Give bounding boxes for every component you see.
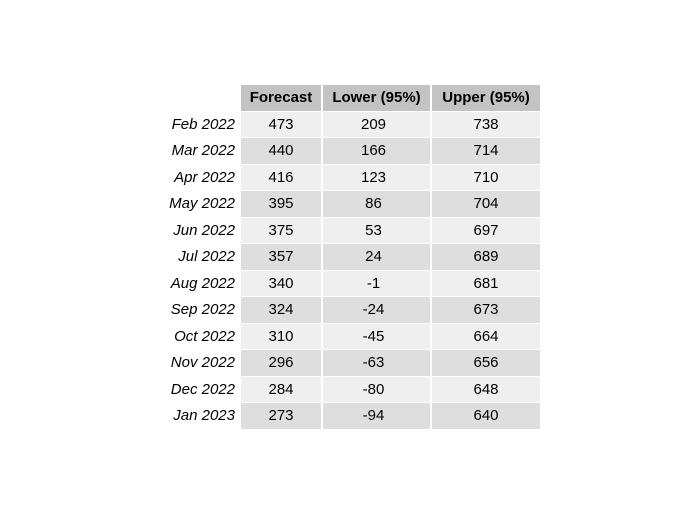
cell-forecast: 375 — [241, 217, 323, 244]
cell-upper: 648 — [432, 376, 540, 403]
table-row: May 2022 395 86 704 — [163, 191, 540, 218]
cell-forecast: 416 — [241, 164, 323, 191]
cell-lower: -1 — [323, 270, 432, 297]
cell-forecast: 296 — [241, 350, 323, 377]
table-row: Aug 2022 340 -1 681 — [163, 270, 540, 297]
cell-upper: 704 — [432, 191, 540, 218]
column-header-lower: Lower (95%) — [323, 85, 432, 112]
table-row: Jun 2022 375 53 697 — [163, 217, 540, 244]
cell-upper: 714 — [432, 138, 540, 165]
table-row: Oct 2022 310 -45 664 — [163, 323, 540, 350]
cell-forecast: 440 — [241, 138, 323, 165]
cell-forecast: 340 — [241, 270, 323, 297]
row-label: Jul 2022 — [163, 244, 241, 271]
cell-lower: -45 — [323, 323, 432, 350]
table-row: Feb 2022 473 209 738 — [163, 111, 540, 138]
forecast-table: Forecast Lower (95%) Upper (95%) Feb 202… — [163, 85, 540, 430]
row-label: Jan 2023 — [163, 403, 241, 430]
table-body: Feb 2022 473 209 738 Mar 2022 440 166 714 Apr 20… — [163, 111, 540, 430]
row-label: Sep 2022 — [163, 297, 241, 324]
cell-lower: 53 — [323, 217, 432, 244]
row-label: Aug 2022 — [163, 270, 241, 297]
cell-lower: -63 — [323, 350, 432, 377]
cell-upper: 664 — [432, 323, 540, 350]
cell-forecast: 395 — [241, 191, 323, 218]
cell-forecast: 473 — [241, 111, 323, 138]
cell-forecast: 273 — [241, 403, 323, 430]
column-header-forecast: Forecast — [241, 85, 323, 112]
row-label: May 2022 — [163, 191, 241, 218]
cell-upper: 689 — [432, 244, 540, 271]
cell-lower: -94 — [323, 403, 432, 430]
table-row: Jul 2022 357 24 689 — [163, 244, 540, 271]
row-label: Apr 2022 — [163, 164, 241, 191]
cell-forecast: 310 — [241, 323, 323, 350]
row-label: Dec 2022 — [163, 376, 241, 403]
row-label: Nov 2022 — [163, 350, 241, 377]
cell-lower: -80 — [323, 376, 432, 403]
table-row: Apr 2022 416 123 710 — [163, 164, 540, 191]
row-label: Oct 2022 — [163, 323, 241, 350]
corner-cell — [163, 85, 241, 112]
cell-lower: 24 — [323, 244, 432, 271]
cell-upper: 738 — [432, 111, 540, 138]
cell-lower: 86 — [323, 191, 432, 218]
cell-upper: 681 — [432, 270, 540, 297]
cell-lower: 123 — [323, 164, 432, 191]
cell-upper: 673 — [432, 297, 540, 324]
cell-upper: 656 — [432, 350, 540, 377]
table-row: Nov 2022 296 -63 656 — [163, 350, 540, 377]
table-row: Mar 2022 440 166 714 — [163, 138, 540, 165]
column-header-upper: Upper (95%) — [432, 85, 540, 112]
row-label: Jun 2022 — [163, 217, 241, 244]
row-label: Feb 2022 — [163, 111, 241, 138]
cell-upper: 640 — [432, 403, 540, 430]
table-row: Dec 2022 284 -80 648 — [163, 376, 540, 403]
cell-forecast: 284 — [241, 376, 323, 403]
cell-upper: 697 — [432, 217, 540, 244]
header-row: Forecast Lower (95%) Upper (95%) — [163, 85, 540, 112]
cell-lower: 209 — [323, 111, 432, 138]
cell-upper: 710 — [432, 164, 540, 191]
row-label: Mar 2022 — [163, 138, 241, 165]
cell-forecast: 357 — [241, 244, 323, 271]
cell-lower: -24 — [323, 297, 432, 324]
table-row: Sep 2022 324 -24 673 — [163, 297, 540, 324]
cell-forecast: 324 — [241, 297, 323, 324]
cell-lower: 166 — [323, 138, 432, 165]
table-row: Jan 2023 273 -94 640 — [163, 403, 540, 430]
